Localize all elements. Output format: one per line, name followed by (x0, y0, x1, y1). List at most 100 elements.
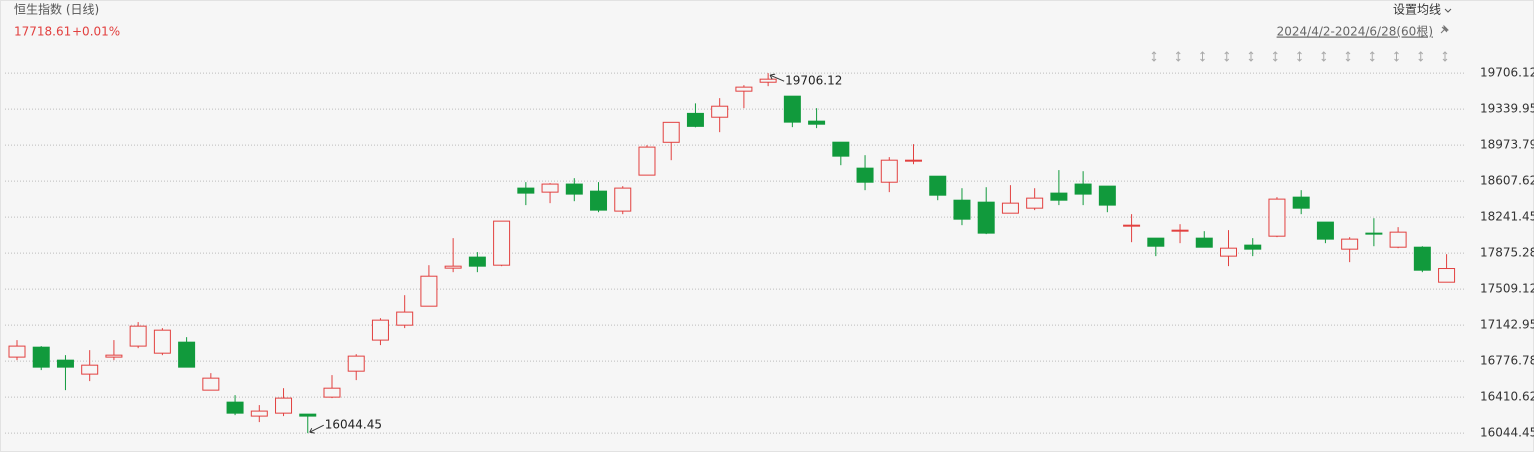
candle-body (178, 341, 196, 368)
candle-body (614, 187, 632, 212)
annotation-arrowhead (769, 73, 776, 80)
candle-body (977, 201, 995, 234)
arrow-icon (1321, 51, 1327, 62)
candle-body (1220, 247, 1237, 257)
arrow-icon (1418, 51, 1424, 62)
candle-body (420, 275, 438, 307)
candle-body (1389, 231, 1407, 248)
candle-body (638, 146, 656, 176)
candle-body (129, 325, 147, 347)
candle-body (56, 359, 74, 368)
range-label[interactable]: 2024/4/2-2024/6/28(60根) (1277, 25, 1433, 39)
y-tick-label: 19706.12 (1480, 66, 1534, 80)
y-tick-label: 18607.62 (1480, 174, 1534, 188)
candle-body (1438, 268, 1456, 283)
candle-body (711, 105, 729, 118)
candle-body (250, 410, 268, 417)
candle-body (1050, 192, 1068, 201)
candle-body (226, 401, 244, 414)
candle-body (81, 364, 99, 375)
annotation-label: 19706.12 (785, 74, 842, 88)
y-tick-label: 18973.79 (1480, 138, 1534, 152)
arrow-icon (1442, 51, 1448, 62)
candle-body (299, 413, 317, 417)
arrow-icon (1224, 51, 1230, 62)
candle-body (565, 183, 583, 195)
y-tick-label: 16410.62 (1480, 390, 1534, 404)
candle-body (1074, 183, 1092, 195)
dropdown-icon[interactable] (1444, 8, 1452, 13)
arrow-icon (1394, 51, 1399, 62)
settings-button[interactable]: 设置均线 (1393, 3, 1441, 17)
candle-body (153, 329, 171, 354)
candle-body (517, 187, 535, 194)
pin-icon[interactable] (1440, 24, 1449, 34)
candle-body (202, 377, 220, 391)
candle-body (735, 86, 753, 92)
candle-body (32, 346, 50, 368)
candle-body (759, 78, 777, 83)
arrow-icon (1297, 51, 1302, 62)
candle-body (880, 159, 898, 183)
candle-body (347, 355, 365, 372)
candle-body (1147, 237, 1165, 247)
candle-body (105, 354, 123, 358)
candle-body (1413, 246, 1431, 271)
candle-body (783, 95, 801, 123)
candle-body (1365, 232, 1383, 235)
candle-body (1268, 198, 1286, 237)
candle-body (686, 112, 704, 127)
last-price: 17718.61 (14, 25, 71, 39)
candle-body (275, 397, 293, 414)
annotation-label: 16044.45 (325, 418, 382, 432)
candle-body (1292, 196, 1310, 209)
arrow-icon (1200, 51, 1205, 62)
y-tick-label: 18241.45 (1480, 210, 1534, 224)
arrow-icon (1151, 51, 1157, 62)
change: +0.01% (72, 25, 120, 39)
arrow-icons (1151, 51, 1448, 62)
candle-body (1098, 185, 1116, 206)
candle-body (468, 256, 486, 267)
candle-body (1026, 197, 1044, 209)
candle-body (1244, 244, 1262, 250)
candle-body (444, 265, 462, 269)
arrow-icon (1248, 51, 1254, 62)
y-tick-label: 17875.28 (1480, 246, 1534, 260)
candle-body (953, 199, 971, 220)
candle-body (905, 159, 923, 162)
candle-body (590, 190, 608, 211)
chart-title: 恒生指数 (日线) (14, 2, 99, 17)
y-tick-label: 17142.95 (1480, 318, 1534, 332)
candle-body (662, 121, 680, 143)
candle-body (929, 175, 947, 196)
candle-body (8, 345, 26, 358)
y-tick-label: 17509.12 (1480, 282, 1534, 296)
annotation-arrow (769, 74, 785, 82)
candle-body (832, 141, 850, 157)
arrow-icon (1345, 51, 1351, 62)
annotation-arrow (309, 424, 324, 433)
candle-body (1001, 202, 1019, 214)
y-tick-label: 16044.45 (1480, 426, 1534, 440)
candle-body (1316, 221, 1334, 240)
y-tick-label: 16776.78 (1480, 354, 1534, 368)
candle-body (493, 220, 511, 266)
candle-body (808, 120, 826, 125)
arrow-icon (1272, 51, 1278, 62)
candle-body (396, 311, 414, 326)
y-tick-label: 19339.95 (1480, 102, 1534, 116)
candle-body (541, 183, 559, 193)
candle-body (1341, 238, 1359, 250)
candle-body (371, 319, 389, 341)
candle-body (323, 387, 341, 398)
candle-body (1195, 237, 1213, 248)
candle-body (1171, 229, 1189, 232)
arrow-icon (1175, 51, 1181, 62)
annotation-arrowhead (309, 427, 315, 434)
arrow-icon (1369, 51, 1375, 62)
candle-body (856, 167, 874, 183)
